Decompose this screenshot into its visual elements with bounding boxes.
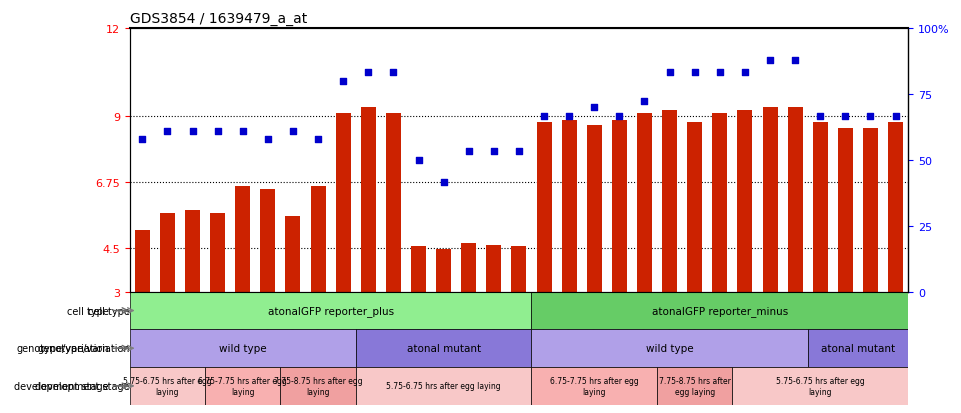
Bar: [511, 247, 527, 292]
Point: [511, 148, 527, 155]
Bar: [662, 111, 678, 292]
Text: 5.75-6.75 hrs after egg
laying: 5.75-6.75 hrs after egg laying: [123, 376, 211, 396]
Point: [235, 128, 251, 135]
Text: 6.75-7.75 hrs after egg
laying: 6.75-7.75 hrs after egg laying: [550, 376, 639, 396]
Point: [838, 113, 853, 120]
Bar: [130, 330, 356, 367]
Bar: [788, 108, 802, 292]
Text: atonal mutant: atonal mutant: [821, 343, 895, 354]
Bar: [386, 114, 401, 292]
Point: [135, 137, 150, 143]
Bar: [160, 213, 175, 292]
Text: cell type: cell type: [87, 306, 130, 316]
Bar: [536, 122, 552, 292]
Bar: [838, 128, 853, 292]
Point: [385, 69, 401, 76]
Point: [260, 137, 276, 143]
Bar: [486, 245, 502, 292]
Text: 7.75-8.75 hrs after
egg laying: 7.75-8.75 hrs after egg laying: [659, 376, 730, 396]
Text: atonal mutant: atonal mutant: [407, 343, 480, 354]
Bar: [281, 367, 356, 405]
Text: 5.75-6.75 hrs after egg
laying: 5.75-6.75 hrs after egg laying: [776, 376, 865, 396]
Text: 7.75-8.75 hrs after egg
laying: 7.75-8.75 hrs after egg laying: [274, 376, 362, 396]
Point: [536, 113, 552, 120]
Text: wild type: wild type: [219, 343, 266, 354]
Bar: [461, 244, 477, 292]
Text: GDS3854 / 1639479_a_at: GDS3854 / 1639479_a_at: [130, 12, 307, 26]
Point: [160, 128, 175, 135]
Bar: [657, 367, 732, 405]
Bar: [235, 187, 250, 292]
Point: [310, 137, 326, 143]
Point: [461, 148, 477, 155]
Bar: [612, 121, 627, 292]
Text: 5.75-6.75 hrs after egg laying: 5.75-6.75 hrs after egg laying: [386, 382, 501, 390]
Bar: [285, 216, 301, 292]
Point: [662, 69, 678, 76]
Point: [486, 148, 502, 155]
Bar: [807, 330, 908, 367]
Bar: [210, 213, 225, 292]
Bar: [637, 114, 652, 292]
Bar: [130, 292, 531, 330]
Bar: [863, 128, 878, 292]
Text: atonalGFP reporter_plus: atonalGFP reporter_plus: [267, 305, 394, 316]
Point: [813, 113, 828, 120]
Bar: [411, 247, 426, 292]
Text: genotype/variation: genotype/variation: [37, 343, 130, 354]
Text: genotype/variation: genotype/variation: [16, 343, 109, 354]
Point: [762, 58, 777, 64]
Bar: [310, 187, 326, 292]
Point: [586, 104, 602, 111]
Text: wild type: wild type: [646, 343, 694, 354]
Bar: [531, 330, 807, 367]
Point: [436, 179, 452, 186]
Bar: [130, 367, 205, 405]
Bar: [737, 111, 752, 292]
Point: [209, 128, 225, 135]
Text: development stage: development stage: [36, 381, 130, 391]
Bar: [135, 230, 150, 292]
Point: [863, 113, 878, 120]
Point: [360, 69, 376, 76]
Point: [637, 99, 653, 105]
Bar: [260, 190, 276, 292]
Bar: [360, 108, 376, 292]
Text: atonalGFP reporter_minus: atonalGFP reporter_minus: [652, 305, 788, 316]
Bar: [712, 114, 727, 292]
Bar: [185, 210, 200, 292]
Point: [285, 128, 301, 135]
Bar: [762, 108, 777, 292]
Text: 6.75-7.75 hrs after egg
laying: 6.75-7.75 hrs after egg laying: [198, 376, 287, 396]
Point: [687, 69, 702, 76]
Point: [612, 113, 628, 120]
Bar: [732, 367, 908, 405]
Bar: [531, 367, 657, 405]
Bar: [335, 114, 351, 292]
Bar: [356, 367, 531, 405]
Bar: [813, 122, 827, 292]
Point: [335, 78, 351, 85]
Bar: [205, 367, 281, 405]
Point: [410, 157, 426, 164]
Bar: [587, 126, 602, 292]
Point: [185, 128, 200, 135]
Bar: [356, 330, 531, 367]
Text: development stage: development stage: [14, 381, 109, 391]
Point: [561, 113, 577, 120]
Bar: [436, 249, 451, 292]
Point: [888, 113, 903, 120]
Bar: [888, 122, 903, 292]
Point: [737, 69, 752, 76]
Text: cell type: cell type: [67, 306, 109, 316]
Point: [787, 58, 802, 64]
Point: [712, 69, 727, 76]
Bar: [561, 121, 577, 292]
Bar: [531, 292, 908, 330]
Bar: [687, 122, 702, 292]
